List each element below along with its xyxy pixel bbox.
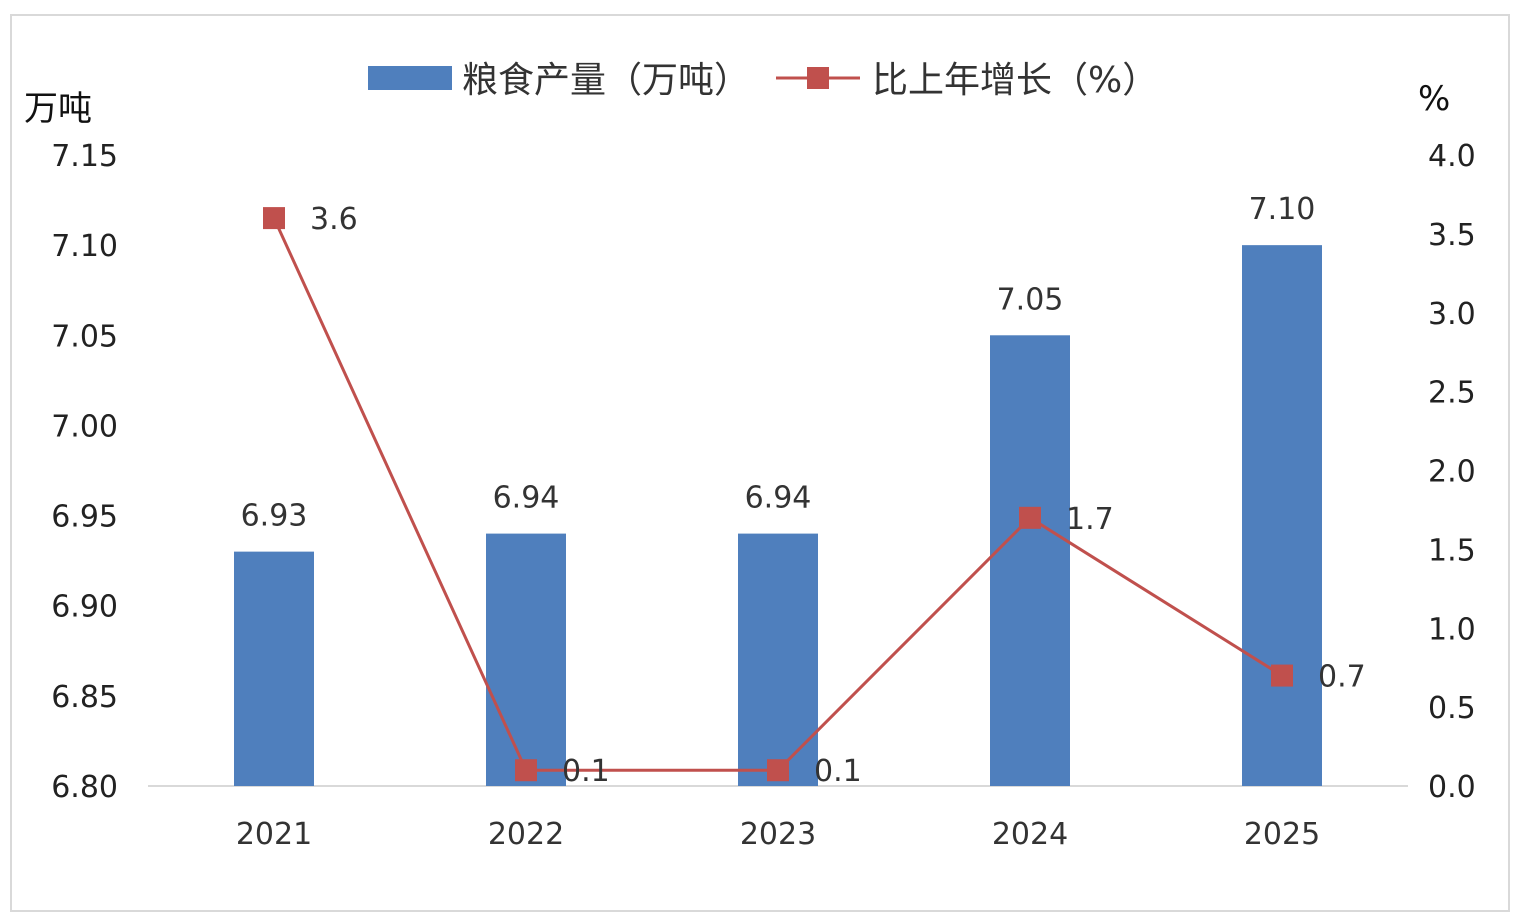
- growth-line: [263, 207, 1293, 782]
- x-tick-label: 2023: [740, 817, 816, 852]
- bar: [234, 551, 314, 786]
- right-axis-ticks: 0.0 0.5 1.0 1.5 2.0 2.5 3.0 3.5 4.0: [1428, 139, 1476, 805]
- growth-value-label: 0.7: [1318, 660, 1366, 695]
- bar-labels: 6.93 6.94 6.94 7.05 7.10: [241, 192, 1316, 533]
- bar: [738, 533, 818, 786]
- growth-value-label: 0.1: [562, 754, 610, 789]
- left-axis-unit: 万吨: [24, 89, 92, 129]
- bar: [990, 335, 1070, 786]
- right-tick-label: 3.5: [1428, 218, 1476, 253]
- bars: [234, 245, 1322, 787]
- right-tick-label: 1.5: [1428, 533, 1476, 568]
- bar: [1242, 245, 1322, 787]
- legend-line-label: 比上年增长（%）: [872, 60, 1158, 101]
- bar-value-label: 6.94: [745, 481, 812, 516]
- legend: 粮食产量（万吨） 比上年增长（%）: [368, 60, 1158, 101]
- growth-marker: [515, 759, 537, 782]
- right-tick-label: 1.0: [1428, 612, 1476, 647]
- right-tick-label: 0.0: [1428, 770, 1476, 805]
- left-tick-label: 7.10: [51, 229, 118, 264]
- growth-value-label: 0.1: [814, 754, 862, 789]
- left-tick-label: 7.05: [51, 319, 118, 354]
- growth-marker: [1271, 664, 1293, 687]
- growth-marker: [767, 759, 789, 782]
- left-tick-label: 6.90: [51, 590, 118, 625]
- right-axis-unit: %: [1418, 79, 1450, 119]
- left-axis-ticks: 6.80 6.85 6.90 6.95 7.00 7.05 7.10 7.15: [51, 139, 118, 805]
- left-tick-label: 6.85: [51, 680, 118, 715]
- legend-line-marker: [807, 67, 829, 89]
- legend-bar-label: 粮食产量（万吨）: [462, 60, 750, 101]
- bar: [486, 533, 566, 786]
- bar-value-label: 6.93: [241, 499, 308, 534]
- right-tick-label: 3.0: [1428, 297, 1476, 332]
- left-tick-label: 6.95: [51, 500, 118, 535]
- x-tick-label: 2025: [1244, 817, 1320, 852]
- growth-value-label: 3.6: [310, 202, 358, 237]
- growth-value-label: 1.7: [1066, 502, 1114, 537]
- x-tick-label: 2022: [488, 817, 564, 852]
- bar-value-label: 7.10: [1249, 192, 1316, 227]
- right-tick-label: 4.0: [1428, 139, 1476, 174]
- x-tick-label: 2021: [236, 817, 312, 852]
- bar-value-label: 7.05: [997, 282, 1064, 317]
- right-tick-label: 0.5: [1428, 691, 1476, 726]
- growth-marker: [1019, 506, 1041, 529]
- right-tick-label: 2.5: [1428, 376, 1476, 411]
- left-tick-label: 6.80: [51, 770, 118, 805]
- left-tick-label: 7.00: [51, 409, 118, 444]
- legend-bar-swatch: [368, 66, 452, 90]
- x-axis-ticks: 2021 2022 2023 2024 2025: [236, 817, 1320, 852]
- growth-labels: 3.6 0.1 0.1 1.7 0.7: [310, 202, 1366, 789]
- bar-value-label: 6.94: [493, 481, 560, 516]
- growth-marker: [263, 207, 285, 230]
- x-tick-label: 2024: [992, 817, 1068, 852]
- right-tick-label: 2.0: [1428, 455, 1476, 490]
- left-tick-label: 7.15: [51, 139, 118, 174]
